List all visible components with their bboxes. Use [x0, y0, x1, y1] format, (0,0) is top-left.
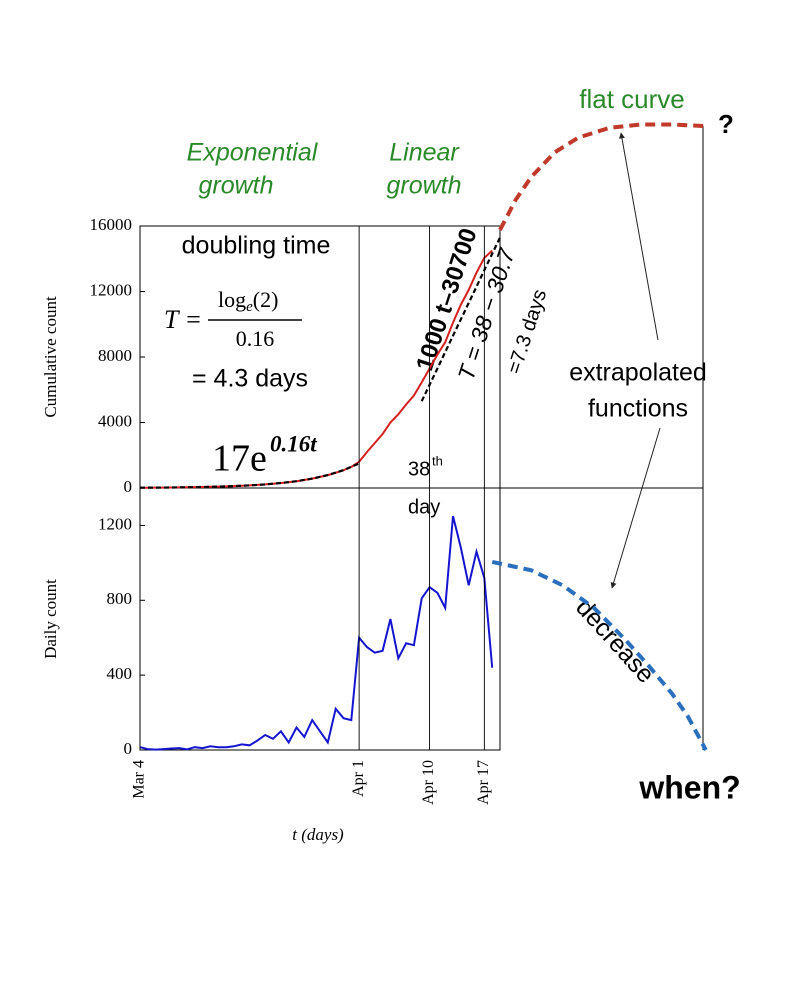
series-line	[139, 462, 360, 489]
x-axis-label: t (days)	[292, 825, 344, 844]
series-line	[498, 122, 706, 231]
y-tick-label: 1200	[98, 514, 132, 533]
x-tick-label: Apr 1	[350, 760, 367, 797]
annotation: 38	[408, 458, 430, 480]
annotation: =7.3 days	[503, 287, 551, 377]
formula: log	[218, 287, 246, 312]
annotation: doubling time	[182, 232, 331, 260]
x-tick-label: Mar 4	[131, 760, 148, 799]
y-tick-label: 0	[124, 477, 133, 496]
series-line	[420, 237, 501, 402]
formula: loge(2)	[218, 287, 278, 315]
annotation: 0.16t	[270, 431, 317, 456]
annotation: decrease	[570, 593, 660, 688]
y-tick-label: 800	[107, 589, 133, 608]
formula: T =	[164, 305, 202, 334]
arrow	[610, 427, 661, 589]
series-line	[491, 559, 708, 751]
annotation: functions	[588, 395, 688, 423]
annotation: when?	[638, 769, 740, 805]
annotation: Exponential	[187, 139, 319, 167]
annotation: Linear	[389, 139, 460, 167]
arrow	[618, 132, 659, 341]
annotation: 17e	[212, 438, 267, 480]
y-tick-label: 400	[107, 664, 133, 683]
y-tick-label: 16000	[90, 215, 133, 234]
bottom-axes-frame	[139, 487, 501, 751]
formula: e	[246, 299, 253, 315]
annotation: extrapolated	[569, 359, 707, 387]
annotation: day	[408, 496, 440, 518]
annotation: growth	[198, 172, 273, 200]
formula: (2)	[253, 287, 279, 312]
annotation: ?	[718, 109, 734, 139]
y-tick-label: 8000	[98, 346, 132, 365]
annotation: growth	[386, 172, 461, 200]
y-tick-label: 4000	[98, 411, 132, 430]
y-tick-label: 12000	[90, 280, 133, 299]
y-tick-label: 0	[124, 739, 133, 758]
x-tick-label: Apr 10	[420, 760, 437, 805]
x-tick-label: Apr 17	[475, 760, 492, 805]
y-axis-label: Cumulative count	[41, 296, 60, 418]
annotation: th	[432, 453, 443, 468]
series-line	[139, 515, 494, 751]
formula: 0.16	[236, 326, 275, 351]
y-axis-label: Daily count	[41, 579, 60, 659]
annotation: = 4.3 days	[192, 365, 308, 393]
annotation: flat curve	[579, 84, 685, 114]
